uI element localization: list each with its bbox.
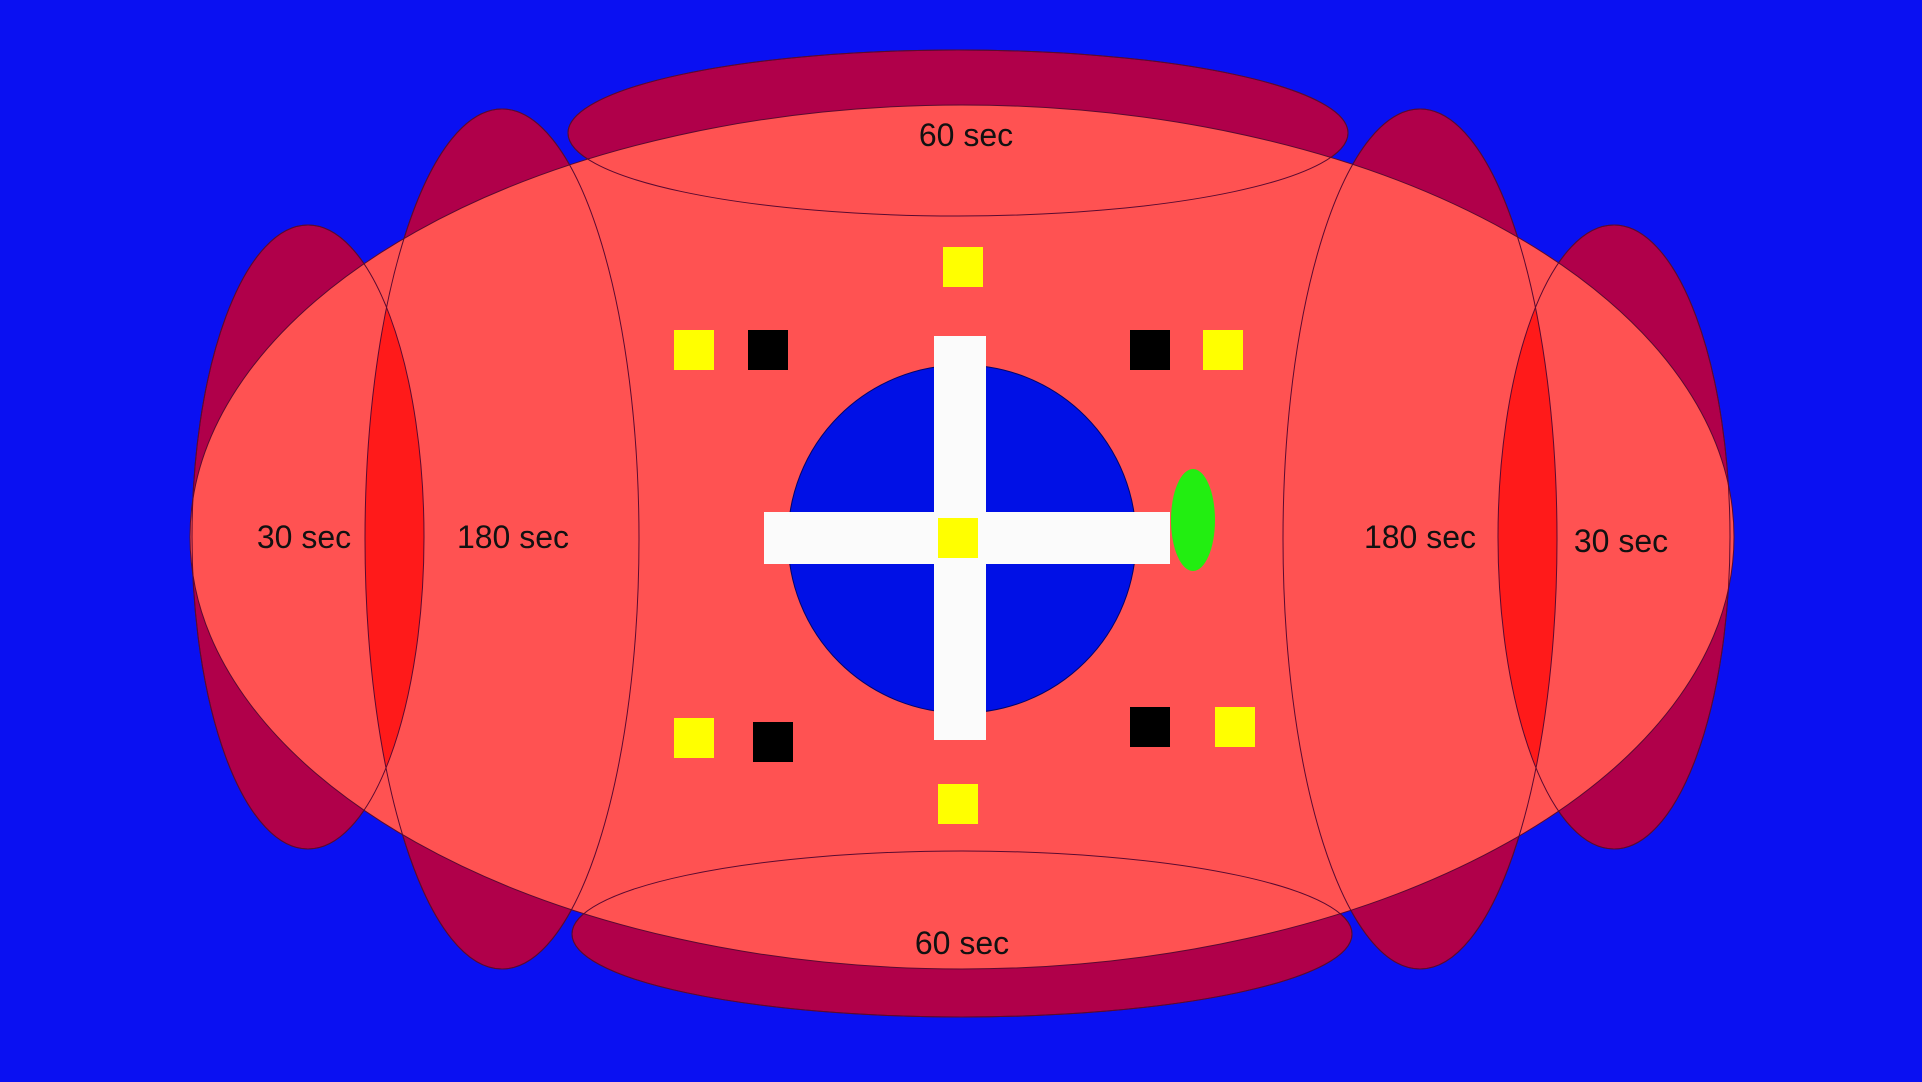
- black-marker-bottom-right: [1130, 707, 1170, 747]
- zone-bright-group: [192, 105, 1730, 969]
- zone-top-inner: [568, 105, 1348, 216]
- yellow-marker-top-left: [674, 330, 714, 370]
- zone-left-inner-label: 180 sec: [457, 519, 569, 555]
- zone-right-inner-label: 180 sec: [1364, 519, 1476, 555]
- black-marker-top-right: [1130, 330, 1170, 370]
- yellow-marker-top-right: [1203, 330, 1243, 370]
- green-marker: [1171, 469, 1215, 571]
- zone-right-outer-inner: [1498, 225, 1730, 849]
- black-marker-bottom-left: [753, 722, 793, 762]
- zone-right-inner-inner: [1283, 109, 1557, 969]
- zone-top-label: 60 sec: [919, 117, 1013, 153]
- yellow-marker-center: [938, 518, 978, 558]
- zone-left-inner-inner: [365, 109, 639, 969]
- zone-bottom-inner: [572, 851, 1352, 969]
- yellow-marker-bottom: [938, 784, 978, 824]
- black-marker-top-left: [748, 330, 788, 370]
- zone-right-outer-label: 30 sec: [1574, 523, 1668, 559]
- zone-left-outer-label: 30 sec: [257, 519, 351, 555]
- yellow-marker-top: [943, 247, 983, 287]
- yellow-marker-bottom-right: [1215, 707, 1255, 747]
- zone-left-outer-inner: [192, 225, 424, 849]
- zone-bottom-label: 60 sec: [915, 925, 1009, 961]
- yellow-marker-bottom-left: [674, 718, 714, 758]
- zone-outlines: [189, 49, 1735, 1018]
